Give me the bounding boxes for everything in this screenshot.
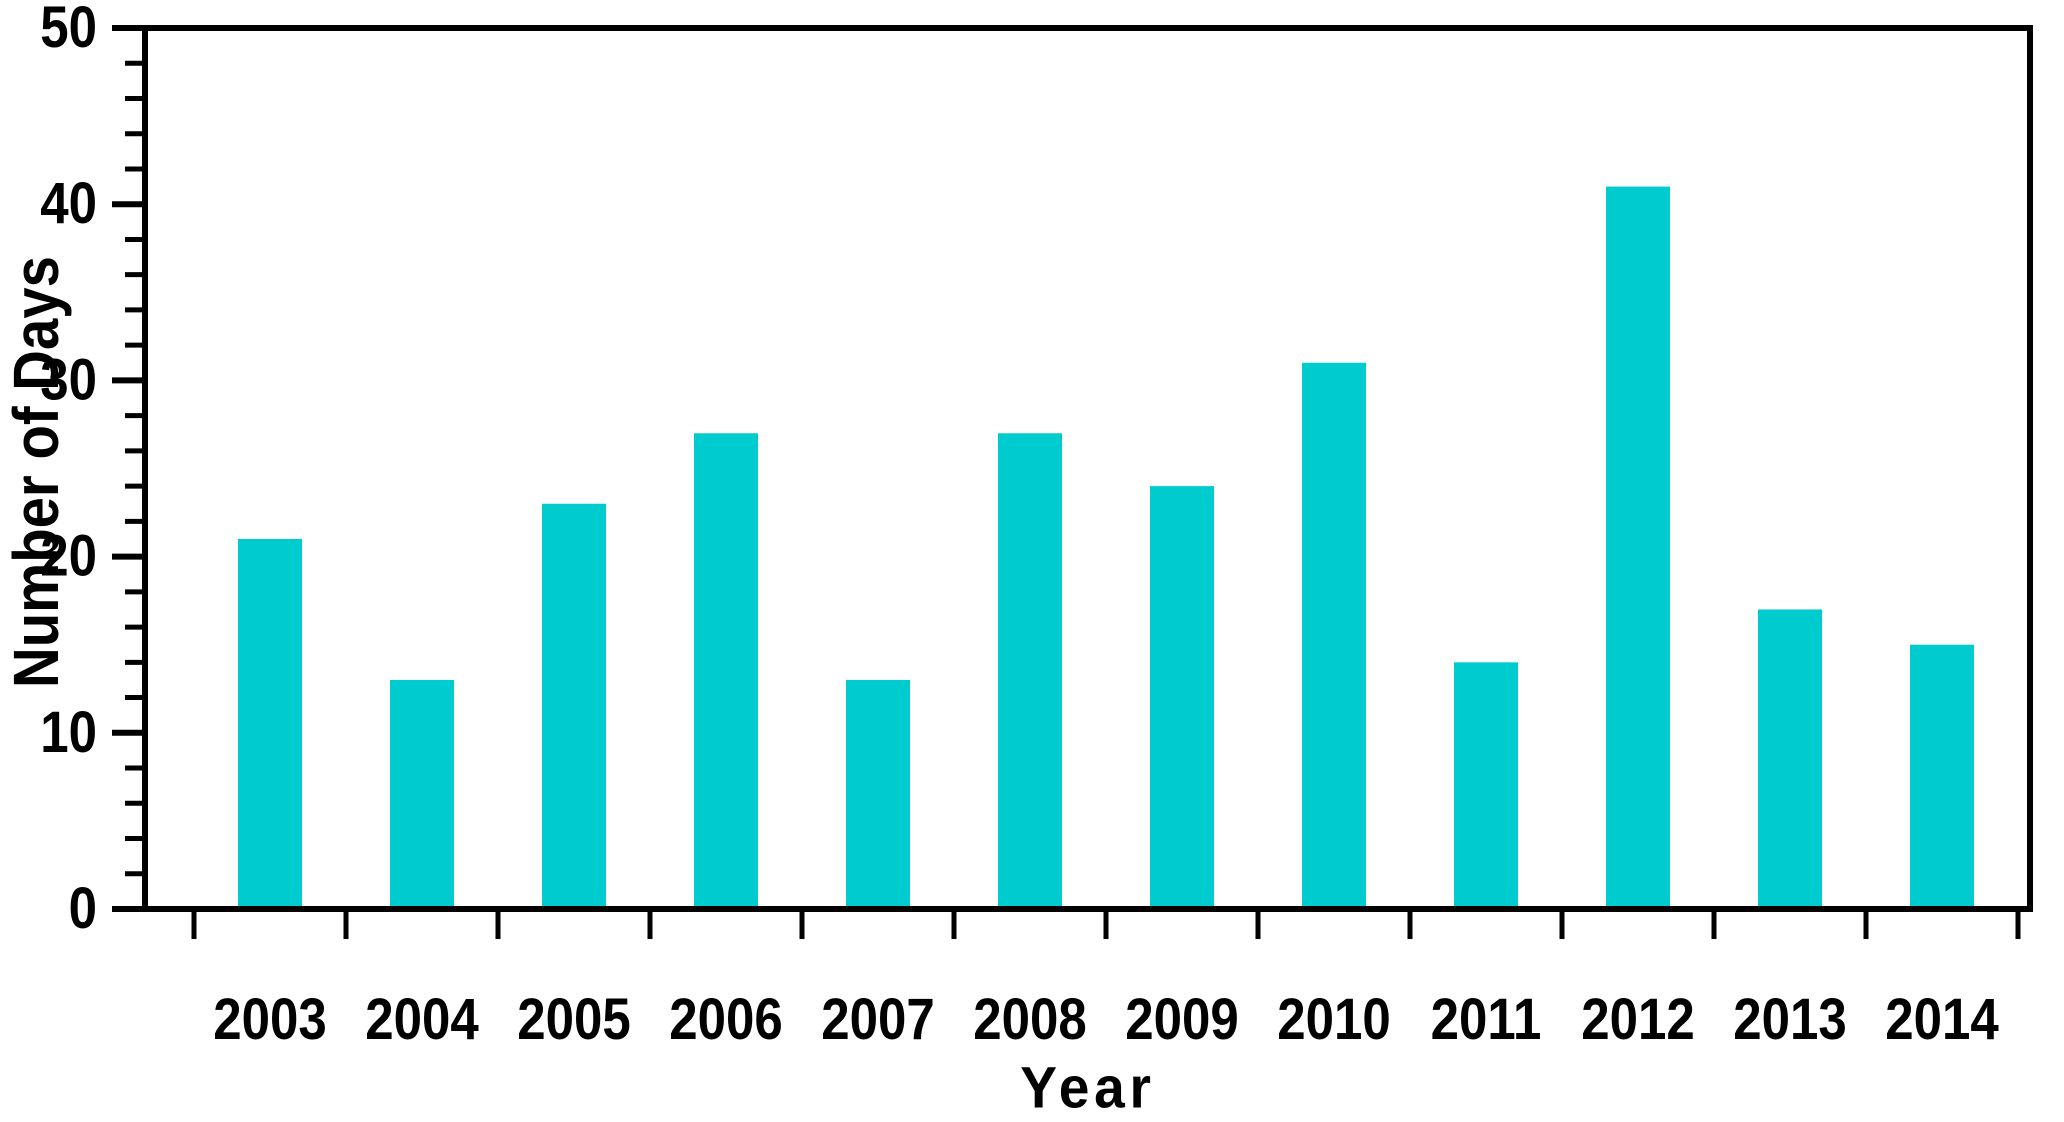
x-tick-label-2005: 2005 (517, 987, 631, 1052)
bar-2007 (846, 679, 910, 909)
y-tick-label-40: 40 (40, 171, 97, 236)
plot-frame (142, 25, 2033, 912)
y-axis-title: Number of Days (0, 256, 72, 688)
bar-2012 (1606, 186, 1670, 909)
x-tick-label-2014: 2014 (1885, 987, 1999, 1052)
x-tick-label-2010: 2010 (1277, 987, 1391, 1052)
x-tick-label-2004: 2004 (365, 987, 479, 1052)
x-tick-label-2006: 2006 (669, 987, 783, 1052)
bar-2010 (1302, 362, 1366, 909)
x-tick-label-2012: 2012 (1581, 987, 1695, 1052)
x-axis-title: Year (1020, 1055, 1156, 1121)
bar-2004 (390, 679, 454, 909)
x-tick-label-2013: 2013 (1733, 987, 1847, 1052)
bar-2011 (1454, 662, 1518, 909)
bar-2014 (1910, 644, 1974, 909)
bar-2006 (694, 433, 758, 909)
y-tick-label-20: 20 (40, 524, 97, 589)
y-tick-label-50: 50 (40, 0, 97, 60)
bar-2008 (998, 433, 1062, 909)
x-tick-label-2011: 2011 (1431, 987, 1542, 1052)
x-tick-label-2007: 2007 (821, 987, 935, 1052)
x-tick-label-2003: 2003 (213, 987, 327, 1052)
y-tick-label-10: 10 (40, 700, 97, 765)
bar-2013 (1758, 609, 1822, 909)
y-tick-label-0: 0 (69, 876, 97, 941)
x-tick-label-2008: 2008 (973, 987, 1087, 1052)
y-tick-label-30: 30 (40, 347, 97, 412)
bar-2003 (238, 538, 302, 909)
bar-2009 (1150, 486, 1214, 909)
x-tick-label-2009: 2009 (1125, 987, 1239, 1052)
bar-2005 (542, 503, 606, 909)
